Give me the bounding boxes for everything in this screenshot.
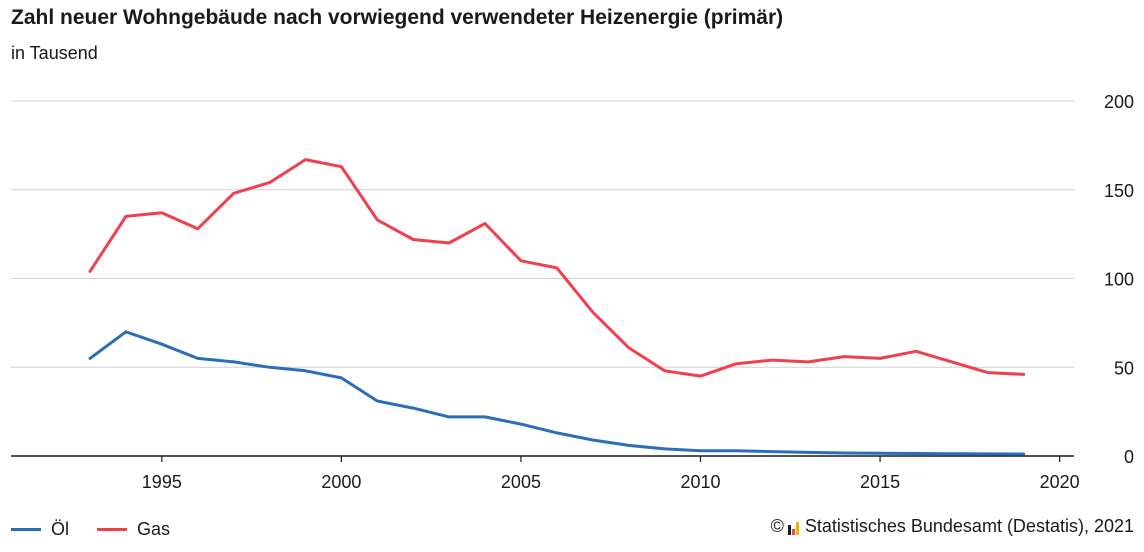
y-tick-label-150: 150	[1104, 181, 1134, 201]
x-tick-label-1995: 1995	[142, 472, 182, 492]
x-tick-label-2020: 2020	[1040, 472, 1080, 492]
legend: Öl Gas	[11, 519, 198, 540]
grid-lines	[11, 100, 1074, 368]
chart-title: Zahl neuer Wohngebäude nach vorwiegend v…	[11, 6, 784, 29]
source-text: Statistisches Bundesamt (Destatis), 2021	[804, 516, 1134, 536]
legend-swatch-oel	[11, 528, 41, 531]
x-tick-label-2005: 2005	[501, 472, 541, 492]
legend-label-gas: Gas	[137, 519, 171, 539]
y-tick-label-0: 0	[1124, 447, 1134, 467]
series-line-oel	[88, 330, 1026, 456]
legend-item-oel: Öl	[11, 519, 69, 540]
x-tick-label-2015: 2015	[860, 472, 900, 492]
y-tick-label-200: 200	[1104, 92, 1134, 112]
source-credit: © Statistisches Bundesamt (Destatis), 20…	[771, 516, 1134, 537]
axes: 0 50 100 150 200 1995 2000 2005 2010 2015 2020	[11, 92, 1134, 492]
series-lines	[88, 158, 1026, 456]
x-tick-label-2000: 2000	[321, 472, 361, 492]
legend-swatch-gas	[97, 528, 127, 531]
y-tick-label-50: 50	[1114, 358, 1134, 378]
x-tick-label-2010: 2010	[680, 472, 720, 492]
legend-label-oel: Öl	[51, 519, 69, 539]
series-line-gas	[88, 158, 1026, 378]
destatis-logo-icon	[787, 519, 800, 535]
chart-subtitle: in Tausend	[11, 43, 98, 63]
y-tick-label-100: 100	[1104, 270, 1134, 290]
legend-item-gas: Gas	[97, 519, 170, 540]
copyright-symbol: ©	[770, 516, 784, 536]
